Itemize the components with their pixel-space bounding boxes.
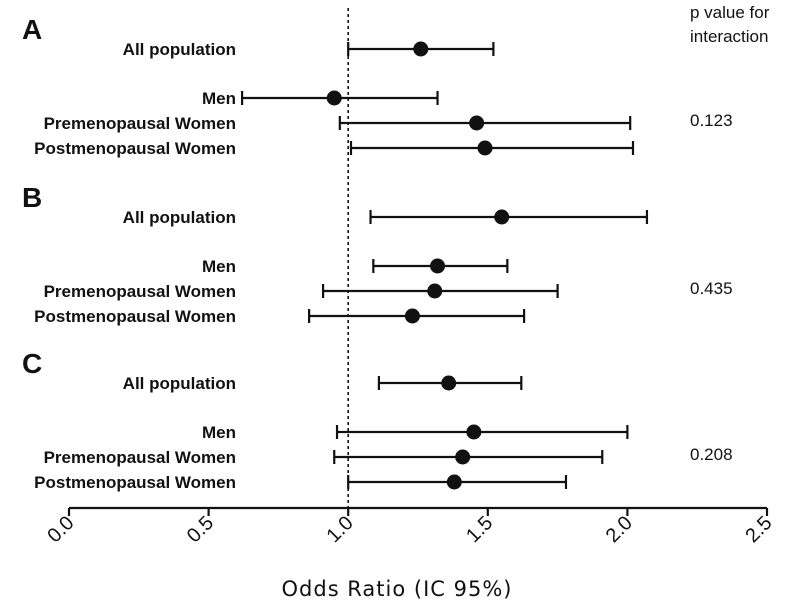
panel-letter: C [22, 348, 42, 379]
row-label: Men [202, 423, 236, 442]
odds-ratio-point [477, 140, 493, 156]
row-label: Postmenopausal Women [34, 473, 236, 492]
panel-letter: B [22, 182, 42, 213]
x-axis: 0.0 0.5 1.0 1.5 2.0 2.5 [43, 506, 777, 547]
odds-ratio-point [404, 308, 420, 324]
p-value-header: p value for interaction [690, 3, 770, 46]
odds-ratio-point [455, 449, 471, 465]
panel-c: C All population Men Premenopausal Women Pos… [22, 348, 733, 492]
odds-ratio-point [494, 209, 510, 225]
p-value-header-line: interaction [690, 27, 768, 46]
row-label: Men [202, 89, 236, 108]
row-label: Postmenopausal Women [34, 139, 236, 158]
row-label: Premenopausal Women [44, 114, 236, 133]
x-tick-label: 0.5 [183, 512, 218, 547]
row-label: All population [123, 208, 236, 227]
row-label: Postmenopausal Women [34, 307, 236, 326]
row-label: All population [123, 40, 236, 59]
p-value: 0.208 [690, 445, 733, 464]
odds-ratio-point [469, 115, 485, 131]
odds-ratio-point [413, 41, 429, 57]
panel-b: B All population Men Premenopausal Women Pos… [22, 182, 733, 326]
odds-ratio-point [441, 375, 457, 391]
forest-panels: A All population Men Premenopausal Women Pos… [22, 14, 733, 492]
p-value: 0.435 [690, 279, 733, 298]
x-tick-label: 2.5 [741, 512, 776, 547]
x-tick-label: 1.5 [462, 512, 497, 547]
odds-ratio-point [466, 424, 482, 440]
p-value-header-line: p value for [690, 3, 770, 22]
row-label: Premenopausal Women [44, 282, 236, 301]
p-value: 0.123 [690, 111, 733, 130]
x-tick-label: 2.0 [602, 512, 637, 547]
odds-ratio-point [326, 90, 342, 106]
x-tick-label: 0.0 [43, 512, 78, 547]
panel-letter: A [22, 14, 42, 45]
row-label: Men [202, 257, 236, 276]
odds-ratio-point [427, 283, 443, 299]
x-tick-label: 1.0 [323, 512, 358, 547]
odds-ratio-point [430, 258, 446, 274]
x-axis-title: Odds Ratio (IC 95%) [282, 577, 513, 601]
row-label: All population [123, 374, 236, 393]
odds-ratio-point [446, 474, 462, 490]
panel-a: A All population Men Premenopausal Women Pos… [22, 14, 733, 158]
row-label: Premenopausal Women [44, 448, 236, 467]
